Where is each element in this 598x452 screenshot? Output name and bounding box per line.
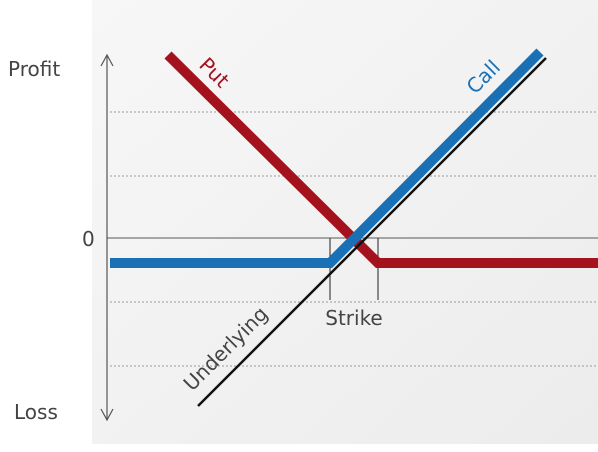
vertical-axis [100, 53, 114, 422]
put-line [164, 51, 598, 268]
arrow-down [100, 408, 114, 422]
call-line [110, 48, 544, 268]
strike-label: Strike [325, 306, 383, 330]
arrow-up [100, 53, 114, 67]
grid [110, 111, 598, 367]
strike-ticks [329, 238, 379, 300]
loss-label: Loss [14, 400, 58, 424]
underlying-line [197, 57, 547, 407]
zero-label: 0 [82, 227, 95, 251]
profit-label: Profit [8, 57, 60, 81]
